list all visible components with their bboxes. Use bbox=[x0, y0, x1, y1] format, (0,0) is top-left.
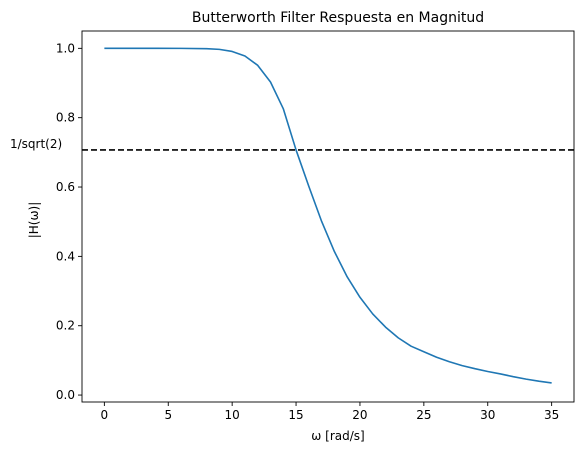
chart-title: Butterworth Filter Respuesta en Magnitud bbox=[192, 10, 484, 26]
y-tick-label: 0.8 bbox=[56, 111, 75, 125]
x-tick-label: 5 bbox=[164, 408, 172, 422]
x-tick-label: 20 bbox=[352, 408, 367, 422]
series-line-0 bbox=[104, 47, 552, 384]
x-tick-label: 15 bbox=[288, 408, 303, 422]
x-axis-label: ω [rad/s] bbox=[311, 429, 364, 443]
reference-line-label: 1/sqrt(2) bbox=[10, 137, 62, 151]
plot-frame bbox=[81, 30, 575, 403]
x-tick-label: 35 bbox=[544, 408, 559, 422]
y-tick-label: 1.0 bbox=[56, 41, 75, 55]
y-tick-label: 0.4 bbox=[56, 249, 75, 263]
y-tick-label: 0.6 bbox=[56, 180, 75, 194]
y-tick-label: 0.0 bbox=[56, 388, 75, 402]
y-axis-label: |H(ω)| bbox=[27, 202, 41, 239]
x-tick-label: 25 bbox=[416, 408, 431, 422]
x-tick-label: 10 bbox=[225, 408, 240, 422]
x-tick-label: 30 bbox=[480, 408, 495, 422]
y-tick-label: 0.2 bbox=[56, 319, 75, 333]
x-tick-label: 0 bbox=[101, 408, 109, 422]
plot-area: 1/sqrt(2) 0 5 10 15 20 25 30 35 0.0 0.2 0.4 0.6 0.8 1.… bbox=[10, 30, 575, 422]
